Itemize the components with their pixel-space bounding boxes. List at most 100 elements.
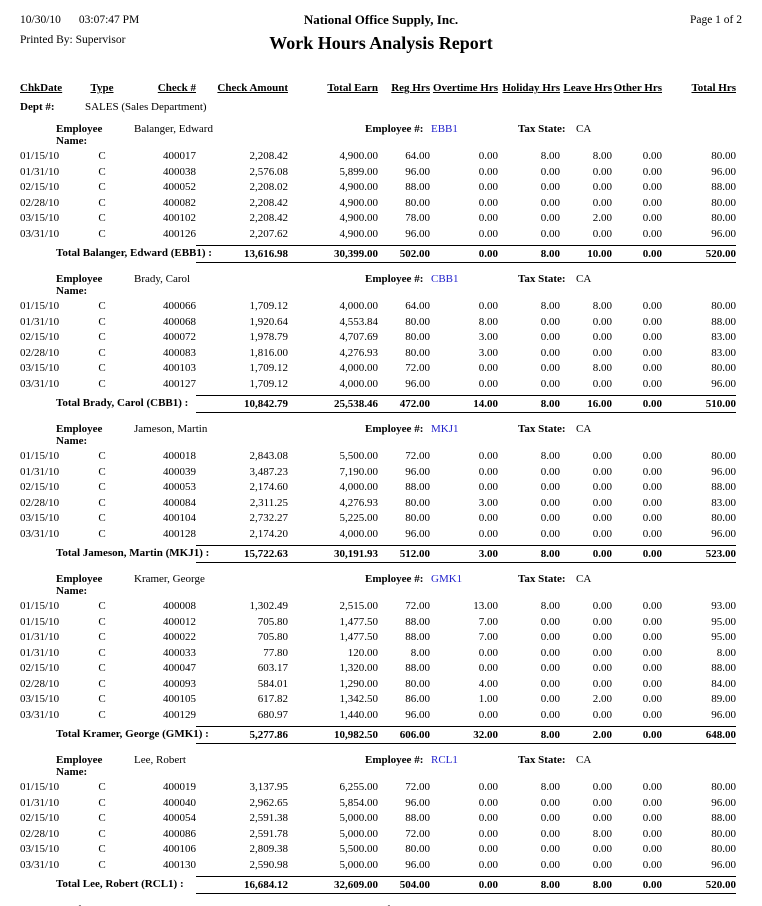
cell-col0: 02/28/10 xyxy=(20,677,60,690)
cell-col0: 01/15/10 xyxy=(20,300,60,312)
employee-header: Employee Name: Jameson, Martin Employee … xyxy=(20,423,742,447)
employee-rows: 01/15/10 C 400017 2,208.42 4,900.00 64.00 0.00… xyxy=(20,149,742,242)
cell-col3: 2,590.98 xyxy=(249,858,289,871)
total-cell-3: 14.00 xyxy=(430,395,498,413)
cell-col7: 0.00 xyxy=(540,796,560,809)
employee-total-label: Total Brady, Carol (CBB1) : xyxy=(56,397,189,409)
cell-col10: 80.00 xyxy=(711,512,736,524)
employee-name: Lewis, Michael xyxy=(134,904,365,906)
cell-col1: C xyxy=(98,346,106,359)
table-row: 03/31/10 C 400129 680.97 1,440.00 96.00 0.00 0.… xyxy=(20,708,742,724)
table-row: 02/15/10 C 400047 603.17 1,320.00 88.00 0.00 0.… xyxy=(20,661,742,677)
cell-col6: 8.00 xyxy=(478,315,498,328)
cell-col2: 400008 xyxy=(163,600,196,612)
total-cell-7: 510.00 xyxy=(662,395,736,413)
cell-col5: 72.00 xyxy=(405,781,430,793)
cell-col1: C xyxy=(98,465,106,478)
cell-col4: 1,290.00 xyxy=(339,677,379,690)
cell-col5: 64.00 xyxy=(405,150,430,162)
cell-col4: 5,000.00 xyxy=(339,827,379,840)
employee-rows: 01/15/10 C 400008 1,302.49 2,515.00 72.00 13.0… xyxy=(20,599,742,723)
cell-col0: 03/31/10 xyxy=(20,858,60,871)
cell-col1: C xyxy=(98,646,106,659)
cell-col4: 120.00 xyxy=(347,646,378,659)
cell-col7: 0.00 xyxy=(540,646,560,659)
cell-col1: C xyxy=(98,150,106,162)
employee-name: Jameson, Martin xyxy=(134,423,208,435)
cell-col8: 0.00 xyxy=(592,646,612,659)
employee-header: Employee Name: Lee, Robert Employee #: R… xyxy=(20,754,742,778)
table-row: 01/15/10 C 400019 3,137.95 6,255.00 72.00 0.00… xyxy=(20,780,742,796)
employee-name: Lee, Robert xyxy=(134,754,186,766)
cell-col10: 96.00 xyxy=(711,708,736,721)
employee-total-label: Total Balanger, Edward (EBB1) : xyxy=(56,247,212,259)
cell-col9: 0.00 xyxy=(642,227,662,240)
cell-col10: 88.00 xyxy=(711,481,736,493)
cell-col0: 02/15/10 xyxy=(20,481,60,493)
cell-col3: 617.82 xyxy=(257,693,288,705)
total-cell-5: 10.00 xyxy=(560,245,612,263)
total-cell-5: 2.00 xyxy=(560,726,612,744)
cell-col0: 01/15/10 xyxy=(20,150,60,162)
cell-col7: 0.00 xyxy=(540,315,560,328)
cell-col9: 0.00 xyxy=(642,346,662,359)
cell-col5: 96.00 xyxy=(405,165,430,178)
cell-col4: 1,440.00 xyxy=(339,708,379,721)
indent-spacer xyxy=(20,273,56,297)
cell-col0: 01/31/10 xyxy=(20,796,60,809)
cell-col9: 0.00 xyxy=(642,450,662,462)
cell-col3: 680.97 xyxy=(257,708,288,721)
cell-col1: C xyxy=(98,165,106,178)
cell-col7: 0.00 xyxy=(540,812,560,824)
cell-col7: 0.00 xyxy=(540,512,560,524)
total-cell-6: 0.00 xyxy=(612,245,662,263)
cell-col1: C xyxy=(98,196,106,209)
cell-col6: 0.00 xyxy=(478,646,498,659)
cell-col4: 1,320.00 xyxy=(339,662,379,674)
table-row: 03/31/10 C 400126 2,207.62 4,900.00 96.00 0.00… xyxy=(20,227,742,243)
cell-col10: 96.00 xyxy=(711,796,736,809)
total-cell-6: 0.00 xyxy=(612,395,662,413)
employee-section: Employee Name: Brady, Carol Employee #: … xyxy=(20,273,742,413)
cell-col0: 03/31/10 xyxy=(20,708,60,721)
report-title: Work Hours Analysis Report xyxy=(269,33,493,53)
cell-col3: 77.80 xyxy=(263,646,288,659)
cell-col10: 93.00 xyxy=(711,600,736,612)
employee-rows: 01/15/10 C 400066 1,709.12 4,000.00 64.00 0.00… xyxy=(20,299,742,392)
column-header-total-earn: Total Earn xyxy=(327,82,378,94)
cell-col10: 80.00 xyxy=(711,827,736,840)
cell-col5: 78.00 xyxy=(405,212,430,224)
employee-number-label: Employee #: xyxy=(365,123,424,135)
cell-col3: 1,978.79 xyxy=(249,331,289,343)
cell-col7: 8.00 xyxy=(540,150,560,162)
employee-section: Employee Name: Lewis, Michael Employee #… xyxy=(20,904,742,906)
total-cell-4: 8.00 xyxy=(498,545,560,563)
employee-number: MEL1 xyxy=(431,904,518,906)
cell-col9: 0.00 xyxy=(642,843,662,855)
cell-col3: 2,208.42 xyxy=(249,212,289,224)
tax-state-label: Tax State: xyxy=(518,273,566,285)
cell-col10: 83.00 xyxy=(711,331,736,343)
cell-col4: 5,000.00 xyxy=(339,812,379,824)
total-cell-2: 502.00 xyxy=(378,245,430,263)
cell-col7: 0.00 xyxy=(540,165,560,178)
employee-name: Kramer, George xyxy=(134,573,205,585)
cell-col2: 400022 xyxy=(163,631,196,643)
tax-state-label: Tax State: xyxy=(518,123,566,135)
cell-col10: 96.00 xyxy=(711,377,736,390)
cell-col2: 400066 xyxy=(163,300,196,312)
cell-col5: 88.00 xyxy=(405,481,430,493)
employee-number-label: Employee #: xyxy=(365,423,424,435)
cell-col7: 0.00 xyxy=(540,496,560,509)
print-date: 10/30/10 xyxy=(20,14,61,26)
total-cell-5: 16.00 xyxy=(560,395,612,413)
cell-col8: 8.00 xyxy=(592,362,612,374)
cell-col5: 8.00 xyxy=(410,646,430,659)
employee-rows: 01/15/10 C 400019 3,137.95 6,255.00 72.00 0.00… xyxy=(20,780,742,873)
cell-col1: C xyxy=(98,450,106,462)
cell-col1: C xyxy=(98,362,106,374)
table-row: 03/15/10 C 400106 2,809.38 5,500.00 80.00 0.00… xyxy=(20,842,742,858)
cell-col5: 80.00 xyxy=(405,346,430,359)
cell-col10: 80.00 xyxy=(711,450,736,462)
